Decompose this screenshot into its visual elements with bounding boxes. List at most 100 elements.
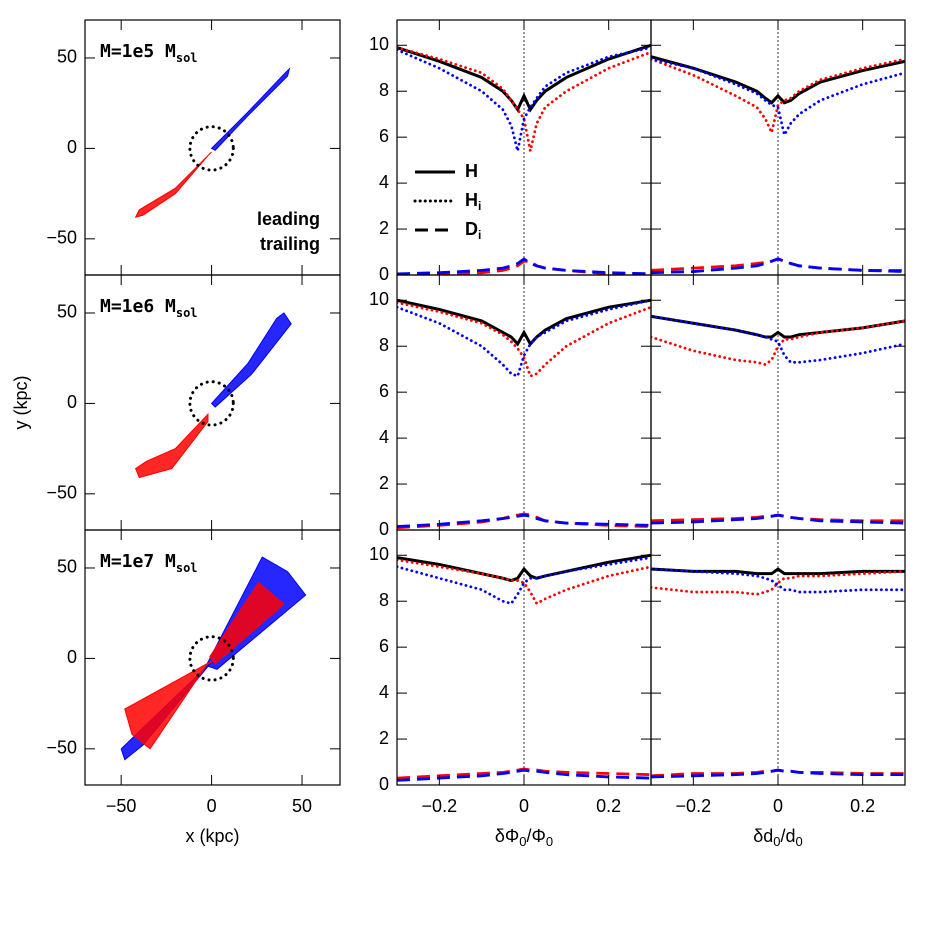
panel (134, 67, 291, 218)
x-tick-label: 0.2 (596, 796, 621, 816)
curve (651, 257, 905, 275)
x-axis-label: δd0/d0 (753, 826, 803, 850)
y-tick-label: −50 (46, 483, 77, 503)
curve (651, 768, 905, 779)
y-tick-label: 50 (57, 557, 77, 577)
curve (397, 556, 651, 606)
curve (651, 57, 905, 139)
y-tick-label: 0 (67, 137, 77, 157)
curve (397, 558, 651, 606)
panel-frame (84, 529, 341, 786)
y-tick-label: −50 (46, 738, 77, 758)
stream (210, 312, 292, 408)
y-tick-label: 0 (379, 519, 389, 539)
panel (397, 275, 651, 530)
legend-name: D (465, 219, 478, 239)
y-tick-label: 8 (379, 335, 389, 355)
x-axis-label: δΦ0/Φ0 (495, 826, 553, 850)
x-axis-label-part: 0 (546, 834, 553, 849)
stream (135, 413, 209, 479)
y-tick-label: 6 (379, 126, 389, 146)
legend-sub: i (478, 199, 481, 213)
panel (135, 312, 292, 479)
panel (397, 530, 651, 785)
mass-label-sub: sol (176, 561, 198, 575)
y-tick-label: 6 (379, 381, 389, 401)
y-tick-label: 10 (369, 544, 389, 564)
mass-label-main: M=1e5 M (100, 41, 176, 62)
y-tick-label: 2 (379, 728, 389, 748)
y-tick-label: 2 (379, 218, 389, 238)
legend-label: Hi (465, 190, 481, 213)
curve (397, 301, 651, 378)
x-tick-label: 0 (773, 796, 783, 816)
legend-name: H (465, 161, 478, 181)
y-tick-label: 8 (379, 80, 389, 100)
stream (209, 581, 285, 665)
x-axis-label-part: 0 (773, 834, 780, 849)
curve (651, 567, 905, 576)
orbit-circle (188, 635, 235, 682)
curve (651, 57, 905, 137)
curve (397, 768, 651, 782)
y-tick-label: −50 (46, 228, 77, 248)
curve (397, 43, 651, 113)
mass-label-sub: sol (176, 51, 198, 65)
panel (651, 275, 905, 530)
curve (397, 298, 651, 347)
stream (210, 67, 291, 151)
panel (120, 556, 307, 761)
legend-label: H (465, 161, 478, 181)
x-axis-label-part: δd (753, 826, 773, 846)
y-tick-label: 50 (57, 302, 77, 322)
mass-label-sub: sol (176, 306, 198, 320)
mass-label-main: M=1e6 M (100, 296, 176, 317)
stream (124, 659, 214, 750)
y-tick-label: 4 (379, 427, 389, 447)
x-axis-label-part: 0 (796, 834, 803, 849)
panel (397, 20, 651, 275)
curve (397, 513, 651, 528)
y-tick-label: 50 (57, 47, 77, 67)
curve (651, 513, 905, 525)
curve (651, 314, 905, 364)
curve (651, 55, 905, 105)
x-axis-label-part: 0 (519, 834, 526, 849)
legend-label: trailing (260, 234, 320, 254)
mass-label: M=1e5 Msol (100, 41, 198, 65)
mass-label-main: M=1e7 M (100, 551, 176, 572)
y-axis-label: y (kpc) (11, 376, 31, 430)
stream (134, 151, 212, 218)
x-axis-label-part: /Φ (527, 826, 546, 846)
orbit-circle (188, 380, 235, 427)
x-tick-label: 0.2 (850, 796, 875, 816)
x-tick-label: −0.2 (422, 796, 458, 816)
y-tick-label: 6 (379, 636, 389, 656)
y-tick-label: 0 (67, 392, 77, 412)
curve (397, 298, 651, 378)
curve (651, 319, 905, 367)
y-tick-label: 4 (379, 682, 389, 702)
curve (397, 257, 651, 275)
x-axis-label: x (kpc) (186, 826, 240, 846)
curve (397, 259, 651, 275)
x-axis-label-part: /d (781, 826, 796, 846)
y-tick-label: 0 (379, 774, 389, 794)
orbit-circle (188, 125, 235, 172)
y-tick-label: 0 (379, 264, 389, 284)
legend-name: H (465, 190, 478, 210)
curve (397, 46, 651, 152)
y-tick-label: 0 (67, 647, 77, 667)
y-tick-label: 2 (379, 473, 389, 493)
x-axis-label-part: x (kpc) (186, 826, 240, 846)
legend-label: leading (257, 209, 320, 229)
legend-label: Di (465, 219, 481, 242)
mass-label: M=1e6 Msol (100, 296, 198, 320)
y-tick-label: 10 (369, 289, 389, 309)
y-tick-label: 10 (369, 34, 389, 54)
legend-sub: i (478, 228, 481, 242)
x-tick-label: −50 (106, 796, 137, 816)
y-tick-label: 8 (379, 590, 389, 610)
x-tick-label: 0 (207, 796, 217, 816)
